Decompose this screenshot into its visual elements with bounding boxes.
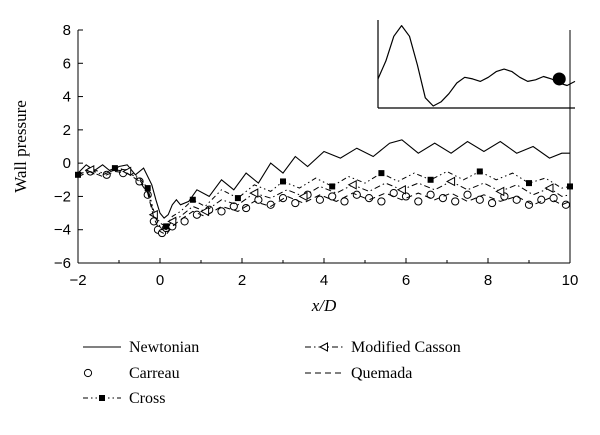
legend-item-quemada: Quemada	[305, 365, 412, 382]
legend-item-cross: Cross	[83, 390, 165, 407]
data-point	[144, 185, 151, 192]
legend: Newtonian Carreau Cross Modified Casson Quem…	[83, 339, 461, 407]
data-point	[329, 183, 336, 190]
data-point	[217, 207, 226, 216]
data-point	[426, 190, 435, 199]
y-tick-label: −6	[54, 255, 71, 272]
legend-item-modified-casson: Modified Casson	[305, 339, 461, 356]
data-point	[526, 180, 532, 187]
data-point	[561, 200, 571, 209]
data-point	[200, 206, 210, 217]
y-tick-label: 0	[63, 155, 71, 172]
y-tick-label: 4	[63, 89, 71, 106]
data-point	[328, 192, 337, 201]
series-quemada	[77, 170, 571, 236]
data-point	[315, 195, 324, 204]
legend-label: Newtonian	[129, 339, 199, 356]
y-tick-label: −2	[54, 188, 71, 205]
data-point	[189, 196, 196, 203]
data-point	[298, 191, 308, 202]
data-point	[549, 193, 558, 203]
data-point	[249, 188, 259, 198]
data-point	[427, 176, 434, 183]
legend-label: Modified Casson	[351, 339, 461, 356]
data-point	[378, 170, 385, 177]
x-tick-label: 10	[562, 272, 579, 289]
data-point	[280, 178, 286, 185]
data-point	[396, 184, 406, 195]
data-point	[401, 192, 411, 201]
series-carreau	[86, 167, 571, 238]
x-tick-label: 4	[320, 272, 328, 289]
data-point	[389, 189, 398, 198]
legend-marker	[99, 395, 105, 401]
data-point	[365, 193, 374, 203]
y-tick-label: 6	[63, 55, 71, 72]
y-tick-label: −4	[54, 222, 71, 239]
series-newtonian	[77, 139, 570, 219]
series-line	[77, 167, 571, 228]
y-tick-label: 8	[63, 22, 71, 39]
data-point	[111, 165, 118, 172]
data-point	[163, 223, 170, 230]
data-point	[167, 216, 177, 227]
y-axis-title: Wall pressure	[11, 100, 30, 193]
data-point	[234, 195, 241, 202]
data-point	[254, 195, 263, 204]
y-tick-label: 2	[63, 122, 71, 139]
data-point	[495, 186, 505, 197]
legend-label: Carreau	[129, 365, 180, 382]
data-point	[291, 198, 300, 208]
data-point	[192, 210, 201, 219]
data-point	[242, 203, 251, 213]
x-tick-label: 8	[484, 272, 492, 289]
data-point	[352, 190, 361, 199]
data-point	[180, 217, 189, 226]
data-point	[347, 179, 357, 190]
inset-curve	[377, 25, 576, 107]
legend-label: Quemada	[351, 365, 412, 382]
data-point	[512, 195, 521, 204]
x-tick-label: 0	[156, 272, 164, 289]
x-axis-title: x/D	[311, 296, 337, 315]
series-line	[77, 170, 571, 236]
data-point	[229, 202, 238, 211]
data-point	[475, 195, 484, 204]
inset-marker	[552, 72, 566, 86]
data-point	[544, 183, 554, 193]
x-tick-label: −2	[69, 272, 86, 289]
legend-item-newtonian: Newtonian	[83, 339, 199, 356]
legend-label: Cross	[129, 390, 165, 407]
data-point	[340, 197, 349, 206]
data-point	[463, 190, 472, 199]
legend-marker	[318, 342, 328, 352]
data-point	[567, 183, 573, 190]
data-point	[451, 197, 460, 206]
series-line	[77, 139, 570, 219]
x-tick-label: 6	[402, 272, 410, 289]
data-point	[524, 200, 534, 209]
data-point	[414, 197, 423, 206]
data-point	[488, 198, 497, 208]
legend-item-carreau: Carreau	[83, 365, 180, 382]
series-line	[77, 169, 571, 231]
data-point	[377, 197, 386, 206]
x-tick-label: 2	[238, 272, 246, 289]
legend-marker	[83, 368, 93, 378]
data-point	[476, 168, 483, 175]
data-point	[446, 176, 456, 187]
